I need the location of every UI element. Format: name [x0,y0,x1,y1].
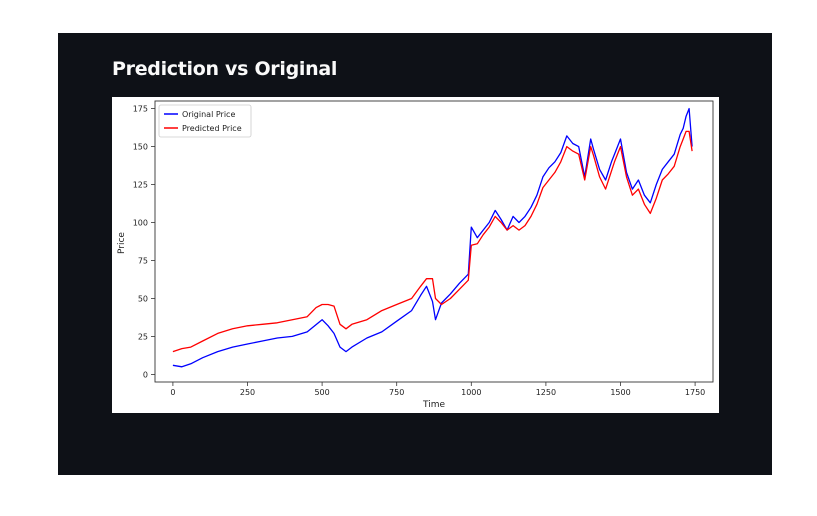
x-tick-label: 250 [240,388,255,397]
x-tick-label: 1000 [461,388,481,397]
chart-figure: 0 25 50 75 100 125 150 175 0 250 500 750 1000 1250 15… [112,97,719,413]
x-tick-label: 750 [389,388,404,397]
y-axis-ticks: 0 25 50 75 100 125 150 175 [133,105,155,379]
x-tick-label: 500 [314,388,329,397]
y-axis-label: Price [117,232,127,254]
x-tick-label: 1750 [685,388,705,397]
y-tick-label: 0 [143,370,148,379]
series-line-original-price [172,107,693,368]
y-tick-label: 75 [138,256,148,265]
legend-box [158,104,252,138]
y-tick-label: 175 [133,105,148,114]
plot-frame [154,100,714,383]
series-line-predicted-price [172,130,693,353]
x-tick-label: 0 [170,388,175,397]
legend: Original Price Predicted Price [158,104,252,138]
y-tick-label: 125 [133,181,148,190]
series-lines [172,107,693,368]
y-tick-label: 150 [133,143,148,152]
legend-label-original: Original Price [182,110,235,119]
x-tick-label: 1250 [536,388,556,397]
page-title: Prediction vs Original [112,58,338,80]
y-tick-label: 25 [138,332,148,341]
x-axis-label: Time [422,400,445,410]
y-tick-label: 50 [138,294,148,303]
y-tick-label: 100 [133,219,148,228]
x-tick-label: 1500 [610,388,630,397]
legend-label-predicted: Predicted Price [182,124,242,133]
x-axis-ticks: 0 250 500 750 1000 1250 1500 1750 [170,382,705,397]
line-chart: 0 25 50 75 100 125 150 175 0 250 500 750 1000 1250 15… [117,100,714,410]
